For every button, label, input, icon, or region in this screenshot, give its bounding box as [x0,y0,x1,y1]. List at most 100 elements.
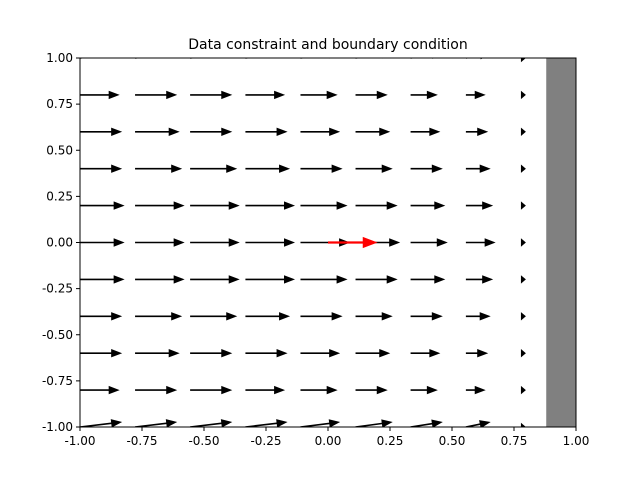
field-arrow [190,312,238,321]
field-arrow [300,385,338,395]
field-arrow [245,419,288,427]
field-arrow [410,419,443,427]
y-tick-label: -0.25 [42,282,73,296]
field-arrow [300,419,341,427]
field-arrow [190,238,240,247]
field-arrow [80,349,123,358]
field-arrow [245,385,286,395]
field-arrow [410,164,443,173]
field-arrow [80,419,123,427]
y-tick-label: -0.75 [42,374,73,388]
x-tick-label: -0.50 [188,434,219,448]
field-arrow [410,275,446,284]
data-constraint-arrow [328,236,378,249]
field-arrow [135,90,178,100]
field-arrow [135,312,183,321]
field-arrow [135,164,183,173]
chart-title: Data constraint and boundary condition [188,37,468,53]
field-arrow [465,127,489,136]
field-arrow [80,127,123,136]
field-arrow [190,127,233,136]
field-arrow [520,349,526,358]
x-tick-label: 0.25 [377,434,404,448]
field-arrow [190,419,233,427]
field-arrow [355,275,398,284]
field-arrow [300,90,338,100]
field-arrow [355,419,393,427]
field-arrow [520,275,526,284]
field-arrow [520,422,526,427]
field-arrow [135,127,180,136]
field-arrow [355,127,391,136]
field-arrow [355,312,393,321]
field-arrow [245,312,291,321]
field-arrow [190,349,233,358]
x-tick-label: 0.50 [439,434,466,448]
field-arrow [300,164,343,173]
field-arrow [300,312,343,321]
field-arrow [80,164,123,173]
field-arrow [135,238,185,247]
boundary-region [546,58,576,427]
x-tick-label: 0.75 [501,434,528,448]
field-arrow [300,127,341,136]
field-arrow [300,349,341,358]
field-arrow [520,127,526,136]
field-arrow [410,201,446,210]
field-arrow [300,238,351,247]
field-arrow [520,312,526,321]
field-arrow [245,201,296,210]
field-arrow [135,349,180,358]
field-arrow [80,201,125,210]
field-arrow [465,349,489,358]
field-arrow [410,349,441,358]
x-tick-label: -0.75 [126,434,157,448]
field-arrow [190,164,238,173]
field-arrow [410,312,443,321]
field-arrow [465,312,491,321]
field-arrow [245,90,286,100]
field-arrow [465,164,491,173]
field-arrow [465,201,494,210]
field-arrow [135,385,178,395]
field-arrow [355,201,398,210]
field-arrow [465,385,486,395]
field-arrow [355,349,391,358]
field-arrow [80,385,120,395]
field-arrow [355,238,401,247]
field-arrow [520,201,526,210]
field-arrow [355,385,388,395]
field-arrow [135,275,185,284]
y-tick-label: -0.50 [42,328,73,342]
y-tick-label: 0.75 [46,97,73,111]
field-arrow [520,238,526,247]
field-arrow [245,275,296,284]
field-arrow [80,312,123,321]
field-arrow [245,127,288,136]
field-arrow [190,385,233,395]
y-tick-label: 1.00 [46,51,73,65]
field-arrow [80,90,120,100]
field-arrow [355,90,388,100]
field-arrow [465,90,486,100]
x-tick-label: -1.00 [64,434,95,448]
field-arrow [410,90,438,100]
field-arrow [520,58,526,63]
y-tick-label: 0.50 [46,143,73,157]
x-tick-label: -0.25 [250,434,281,448]
field-arrow [410,385,438,395]
field-arrow [245,238,296,247]
y-tick-label: -1.00 [42,420,73,434]
field-arrow [300,275,348,284]
field-arrow [190,275,240,284]
x-tick-label: 1.00 [563,434,590,448]
field-arrow [520,164,526,173]
field-arrow [80,238,125,247]
field-arrow [465,238,496,247]
field-arrow [80,275,125,284]
field-arrow [300,201,348,210]
field-arrow [355,164,393,173]
field-arrow [410,127,441,136]
field-arrow [245,349,288,358]
